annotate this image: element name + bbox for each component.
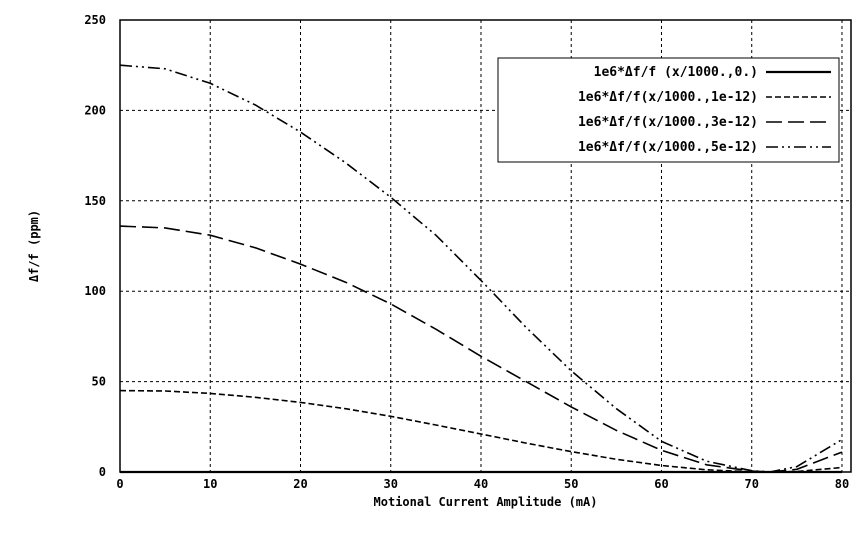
legend-label-3: 1e6*Δf/f(x/1000.,3e-12) bbox=[578, 115, 758, 130]
tick-labels: 0 10 20 30 40 50 60 70 80 0 50 100 150 200 250 bbox=[84, 13, 849, 491]
x-axis-title: Motional Current Amplitude (mA) bbox=[374, 495, 598, 509]
y-tick-label: 100 bbox=[84, 284, 106, 298]
x-tick-label: 30 bbox=[384, 477, 398, 491]
plot-frame bbox=[119, 19, 852, 473]
y-tick-label: 150 bbox=[84, 194, 106, 208]
y-tick-label: 50 bbox=[92, 375, 106, 389]
legend-label-1: 1e6*Δf/f (x/1000.,0.) bbox=[594, 65, 758, 80]
x-tick-label: 60 bbox=[654, 477, 668, 491]
legend: 1e6*Δf/f (x/1000.,0.) 1e6*Δf/f(x/1000.,1e… bbox=[497, 57, 840, 163]
x-tick-label: 10 bbox=[203, 477, 217, 491]
x-tick-label: 80 bbox=[835, 477, 849, 491]
series-line-4 bbox=[119, 64, 843, 473]
y-tick-label: 250 bbox=[84, 13, 106, 27]
x-tick-label: 20 bbox=[293, 477, 307, 491]
x-tick-label: 70 bbox=[745, 477, 759, 491]
y-tick-label: 0 bbox=[99, 465, 106, 479]
y-tick-label: 200 bbox=[84, 103, 106, 117]
legend-label-4: 1e6*Δf/f(x/1000.,5e-12) bbox=[578, 140, 758, 155]
legend-label-2: 1e6*Δf/f(x/1000.,1e-12) bbox=[578, 90, 758, 105]
x-tick-label: 0 bbox=[116, 477, 123, 491]
x-tick-label: 50 bbox=[564, 477, 578, 491]
legend-box bbox=[497, 57, 840, 163]
y-axis-title: Δf/f (ppm) bbox=[27, 210, 41, 282]
grid-lines bbox=[120, 20, 851, 472]
x-tick-label: 40 bbox=[474, 477, 488, 491]
